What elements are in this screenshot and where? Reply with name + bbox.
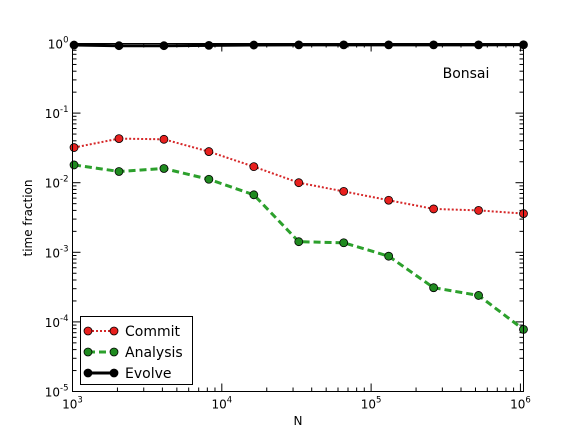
series-layer (69, 40, 528, 334)
legend-marker-evolve (109, 368, 119, 378)
data-point-analysis (429, 283, 439, 293)
data-point-analysis (339, 238, 349, 248)
data-point-commit (474, 205, 483, 215)
data-point-evolve (114, 41, 124, 51)
data-point-evolve (339, 40, 349, 50)
y-tick-label: 10-3 (45, 244, 69, 260)
y-tick-label: 10-4 (45, 314, 69, 330)
legend-marker-commit (109, 326, 119, 336)
data-point-evolve (69, 40, 79, 50)
data-point-commit (159, 134, 169, 144)
y-tick-label: 10-1 (45, 105, 69, 121)
data-point-evolve (204, 40, 214, 50)
series-evolve (69, 40, 528, 51)
data-point-commit (204, 147, 214, 156)
legend-marker-analysis (83, 347, 93, 357)
data-point-analysis (69, 160, 79, 170)
legend-marker-analysis (109, 347, 119, 357)
data-point-commit (69, 143, 79, 152)
data-point-analysis (159, 164, 169, 173)
data-point-analysis (114, 167, 124, 176)
legend: Commit Analysis Evolve (80, 316, 193, 385)
data-point-commit (294, 178, 304, 188)
chart-annotation: Bonsai (443, 66, 490, 82)
data-point-analysis (474, 291, 483, 300)
legend-label-commit: Commit (125, 324, 181, 340)
series-commit (69, 134, 528, 218)
data-point-evolve (294, 40, 304, 50)
data-point-analysis (384, 251, 394, 261)
legend-label-analysis: Analysis (125, 345, 183, 361)
data-point-evolve (249, 40, 259, 50)
data-point-evolve (384, 40, 394, 50)
y-tick-label: 100 (48, 36, 69, 52)
x-tick-label: 105 (361, 396, 382, 412)
series-line-analysis (73, 163, 525, 331)
data-point-commit (114, 134, 124, 144)
data-point-evolve (474, 40, 483, 50)
y-axis-label: time fraction (21, 179, 35, 256)
data-point-commit (339, 186, 349, 196)
plot-frame (72, 43, 524, 392)
data-point-analysis (204, 174, 214, 184)
x-tick-label: 106 (510, 396, 531, 412)
labels-layer: 103 104 105 106 10-5 10-4 10-3 10-2 10-1 100 (45, 36, 531, 412)
legend-marker-evolve (83, 368, 93, 378)
data-point-commit (384, 195, 394, 205)
x-tick-label: 104 (211, 396, 232, 412)
data-point-commit (429, 204, 439, 214)
series-line-commit (73, 137, 524, 215)
x-tick-label: 103 (62, 396, 83, 412)
data-point-analysis (249, 190, 259, 200)
x-axis-label: N (294, 414, 303, 428)
legend-marker-commit (83, 326, 93, 336)
data-point-evolve (429, 40, 439, 50)
y-tick-label: 10-5 (45, 384, 69, 400)
y-tick-label: 10-2 (45, 175, 69, 191)
data-point-commit (249, 162, 259, 172)
legend-label-evolve: Evolve (125, 366, 171, 382)
data-point-analysis (294, 237, 304, 247)
data-point-evolve (159, 41, 169, 51)
